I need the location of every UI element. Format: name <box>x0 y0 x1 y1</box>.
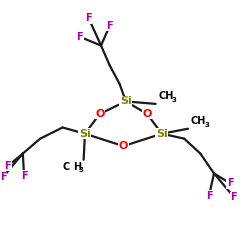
Text: F: F <box>106 21 113 31</box>
Text: F: F <box>85 13 92 23</box>
Text: Si: Si <box>120 96 132 106</box>
Text: C: C <box>63 162 70 172</box>
Text: 3: 3 <box>79 167 84 173</box>
Text: F: F <box>21 171 28 181</box>
Text: Si: Si <box>156 129 168 139</box>
Text: F: F <box>76 32 83 42</box>
Text: CH: CH <box>158 92 174 102</box>
Text: F: F <box>4 161 11 171</box>
Text: F: F <box>0 172 6 182</box>
Text: CH: CH <box>190 116 206 126</box>
Text: O: O <box>142 109 152 119</box>
Text: F: F <box>206 191 212 201</box>
Text: 3: 3 <box>204 122 209 128</box>
Text: O: O <box>119 141 128 151</box>
Text: F: F <box>230 192 237 202</box>
Text: 3: 3 <box>172 98 177 103</box>
Text: O: O <box>95 109 104 119</box>
Text: F: F <box>227 178 234 188</box>
Text: H: H <box>73 162 81 172</box>
Text: Si: Si <box>79 129 91 139</box>
